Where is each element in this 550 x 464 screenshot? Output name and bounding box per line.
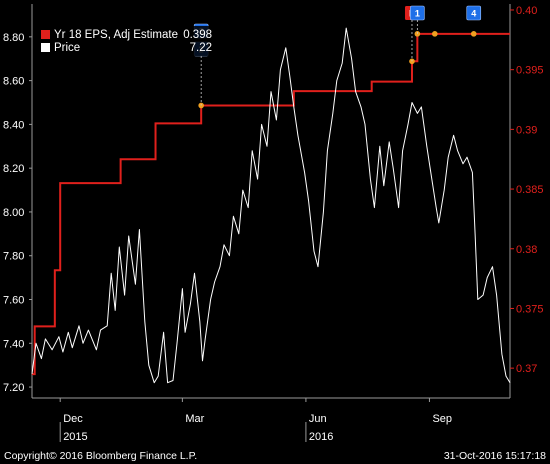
right-tick-label: 0.39 bbox=[516, 124, 537, 136]
right-tick-label: 0.38 bbox=[516, 244, 537, 256]
copyright-text: Copyright© 2016 Bloomberg Finance L.P. bbox=[4, 450, 197, 462]
x-year-label: 2016 bbox=[309, 431, 333, 443]
right-axis: 0.37 0.375 0.38 0.385 0.39 0.395 0.40 bbox=[510, 5, 544, 375]
footer: Copyright© 2016 Bloomberg Finance L.P. 3… bbox=[4, 450, 546, 462]
legend: Yr 18 EPS, Adj Estimate 0.398 Price 7.22 bbox=[34, 26, 214, 56]
plot-frame bbox=[31, 4, 511, 399]
event-marker-label: 1 bbox=[415, 9, 420, 19]
x-tick-label: Sep bbox=[432, 413, 452, 425]
x-tick-label: Dec bbox=[63, 413, 83, 425]
left-tick-label: 8.20 bbox=[3, 163, 24, 175]
legend-value-price: 7.22 bbox=[190, 42, 212, 54]
legend-background bbox=[34, 26, 214, 56]
legend-label-price: Price bbox=[54, 42, 80, 54]
left-tick-label: 8.00 bbox=[3, 207, 24, 219]
estimate-revision-point bbox=[432, 31, 438, 37]
left-axis: 7.20 7.40 7.60 7.80 8.00 8.20 8.40 8.60 8.80 bbox=[3, 32, 32, 394]
timestamp-text: 31-Oct-2016 15:17:18 bbox=[444, 450, 546, 462]
estimate-revision-point bbox=[470, 31, 477, 37]
legend-swatch-estimate bbox=[41, 30, 50, 39]
left-tick-label: 7.60 bbox=[3, 295, 24, 307]
series-line-price bbox=[31, 27, 511, 384]
x-axis: Dec 2015 Mar Jun 2016 Sep bbox=[59, 398, 452, 443]
right-tick-label: 0.375 bbox=[516, 303, 544, 315]
event-marker-box[interactable] bbox=[466, 5, 482, 21]
left-tick-label: 7.40 bbox=[3, 338, 24, 350]
event-marker[interactable]: 4 bbox=[466, 5, 482, 21]
right-tick-label: 0.37 bbox=[516, 363, 537, 375]
legend-value-estimate: 0.398 bbox=[183, 29, 212, 41]
legend-swatch-price bbox=[41, 43, 50, 52]
left-tick-label: 8.80 bbox=[3, 32, 24, 44]
x-tick-label: Mar bbox=[185, 413, 204, 425]
left-tick-label: 8.40 bbox=[3, 119, 24, 131]
right-tick-label: 0.40 bbox=[516, 5, 537, 17]
left-tick-label: 7.20 bbox=[3, 382, 24, 394]
series-line-eps-estimate bbox=[32, 32, 510, 376]
right-tick-label: 0.395 bbox=[516, 65, 544, 77]
left-tick-label: 8.60 bbox=[3, 76, 24, 88]
event-marker-label: 4 bbox=[471, 9, 476, 19]
right-tick-label: 0.385 bbox=[516, 184, 544, 196]
series-layer bbox=[31, 27, 511, 384]
x-tick-label: Jun bbox=[309, 413, 327, 425]
x-year-label: 2015 bbox=[63, 431, 87, 443]
left-tick-label: 7.80 bbox=[3, 251, 24, 263]
legend-label-estimate: Yr 18 EPS, Adj Estimate bbox=[54, 29, 178, 41]
event-marker[interactable]: 1 bbox=[410, 5, 425, 21]
